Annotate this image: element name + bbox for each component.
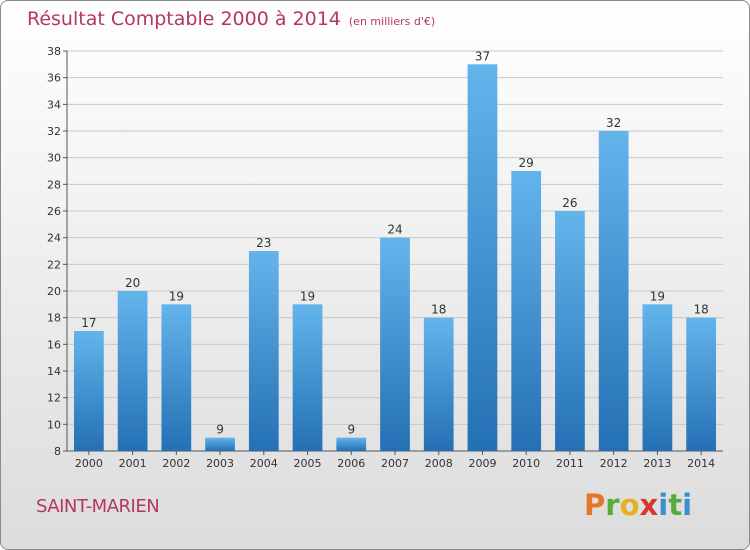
y-tick-label: 38 [47, 45, 61, 58]
y-tick-label: 26 [47, 205, 61, 218]
x-tick-label-2000: 2000 [75, 457, 103, 470]
x-tick-label-2012: 2012 [600, 457, 628, 470]
x-tick-label-2010: 2010 [512, 457, 540, 470]
y-tick-label: 22 [47, 258, 61, 271]
value-label-2005: 19 [300, 289, 315, 303]
x-tick-label-2006: 2006 [337, 457, 365, 470]
unit-text: (en milliers d'€) [348, 15, 436, 28]
x-tick-label-2004: 2004 [250, 457, 278, 470]
bar-2002 [161, 304, 192, 451]
logo-letter: i [658, 488, 669, 522]
value-label-2008: 18 [431, 303, 446, 317]
value-label-2011: 26 [562, 196, 577, 210]
x-tick-label-2014: 2014 [687, 457, 715, 470]
bar-2012 [598, 131, 629, 451]
value-label-2013: 19 [650, 289, 665, 303]
y-tick-label: 32 [47, 125, 61, 138]
bar-2013 [642, 304, 673, 451]
y-tick-label: 24 [47, 232, 61, 245]
y-tick-label: 36 [47, 72, 61, 85]
bar-2003 [205, 437, 235, 451]
x-tick-label-2009: 2009 [468, 457, 496, 470]
y-tick-label: 30 [47, 152, 61, 165]
x-tick-label-2007: 2007 [381, 457, 409, 470]
bar-2001 [117, 291, 148, 451]
value-label-2001: 20 [125, 276, 140, 290]
x-tick-label-2001: 2001 [119, 457, 147, 470]
bar-2006 [336, 437, 367, 451]
y-tick-label: 10 [47, 418, 61, 431]
chart-title: Résultat Comptable 2000 à 2014 (en millie… [27, 8, 435, 30]
commune-name: SAINT-MARIEN [36, 496, 160, 517]
logo-letter: x [639, 488, 659, 522]
x-tick-label-2013: 2013 [643, 457, 671, 470]
value-label-2000: 17 [81, 316, 96, 330]
x-tick-label-2011: 2011 [556, 457, 584, 470]
bar-2008 [423, 317, 454, 451]
value-label-2010: 29 [519, 156, 534, 170]
bar-2007 [380, 237, 410, 451]
value-label-2006: 9 [347, 423, 355, 437]
tick-labels: 8 10 12 14 16 18 20 22 24 26 28 30 32 34 36 38 2000 2001 2… [47, 45, 715, 470]
logo-letter: P [584, 488, 606, 522]
x-tick-label-2005: 2005 [294, 457, 322, 470]
x-tick-label-2002: 2002 [162, 457, 190, 470]
y-tick-label: 14 [47, 365, 61, 378]
value-label-2004: 23 [256, 236, 271, 250]
logo-letter: r [605, 488, 620, 522]
value-label-2012: 32 [606, 116, 621, 130]
bar-2000 [73, 331, 104, 451]
logo-letter: t [668, 488, 683, 522]
bars [73, 64, 717, 452]
value-labels: 17 20 19 9 23 19 9 24 18 37 29 26 32 19 18 [81, 49, 709, 436]
y-tick-label: 16 [47, 338, 61, 351]
y-tick-label: 12 [47, 392, 61, 405]
value-label-2002: 19 [169, 289, 184, 303]
y-tick-label: 20 [47, 285, 61, 298]
bar-2005 [292, 304, 323, 451]
value-label-2007: 24 [387, 223, 402, 237]
bar-2004 [248, 251, 279, 451]
bar-2009 [467, 64, 498, 452]
x-tick-label-2003: 2003 [206, 457, 234, 470]
title-text: Résultat Comptable 2000 à 2014 [27, 8, 341, 30]
value-label-2014: 18 [693, 303, 708, 317]
y-tick-label: 34 [47, 98, 61, 111]
logo-letter: o [619, 488, 640, 522]
logo-letter: i [682, 488, 693, 522]
proxiti-logo: Proxiti [584, 488, 692, 522]
y-tick-label: 18 [47, 312, 61, 325]
bar-2014 [686, 317, 717, 451]
value-label-2009: 37 [475, 49, 490, 63]
y-tick-label: 28 [47, 178, 61, 191]
y-tick-label: 8 [54, 445, 61, 458]
value-label-2003: 9 [216, 423, 224, 437]
x-tick-label-2008: 2008 [425, 457, 453, 470]
bar-2010 [511, 171, 542, 451]
bar-2011 [555, 211, 585, 451]
